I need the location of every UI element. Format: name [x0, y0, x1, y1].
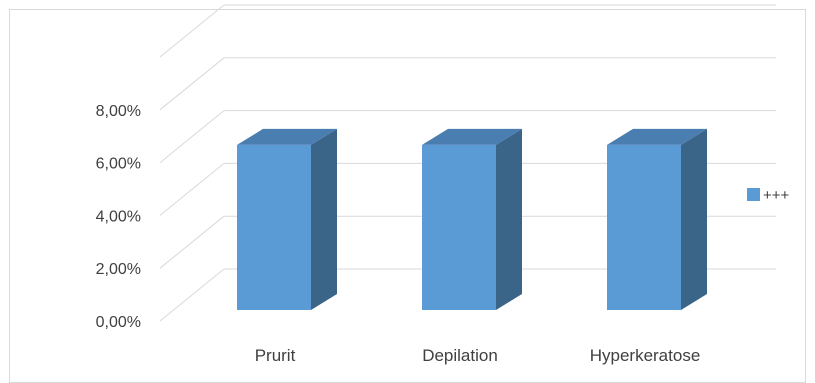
bar-hyperkeratose[interactable]: [607, 144, 681, 310]
gridline-depth-1: [159, 215, 225, 269]
bar-top-hyperkeratose: [607, 128, 707, 145]
x-tick-label: Hyperkeratose: [590, 346, 701, 365]
y-tick-label: 4,00%: [96, 208, 141, 225]
bar-top-prurit: [237, 128, 337, 145]
bar-side-hyperkeratose: [681, 128, 707, 310]
bar-side-depilation: [496, 128, 522, 310]
legend-swatch: [747, 188, 760, 201]
y-tick-label: 2,00%: [96, 261, 141, 278]
gridline-depth-0: [159, 268, 225, 322]
chart-svg: 0,00% 2,00% 4,00% 6,00% 8,00% Prurit Depilatio…: [96, 4, 790, 365]
gridline-depth-5: [159, 4, 225, 58]
bar-top-depilation: [422, 128, 522, 145]
y-tick-label: 0,00%: [96, 314, 141, 331]
gridline-depth-3: [159, 110, 225, 163]
y-tick-label: 6,00%: [96, 156, 141, 173]
bar-prurit[interactable]: [237, 144, 311, 310]
y-tick-label: 8,00%: [96, 103, 141, 120]
bar-side-prurit: [311, 128, 337, 310]
x-tick-label: Prurit: [255, 346, 296, 365]
x-tick-label: Depilation: [422, 346, 498, 365]
gridline-depth-4: [159, 57, 225, 111]
gridline-depth-2: [159, 163, 225, 216]
bar-depilation[interactable]: [422, 144, 496, 310]
legend-label: +++: [763, 187, 790, 204]
